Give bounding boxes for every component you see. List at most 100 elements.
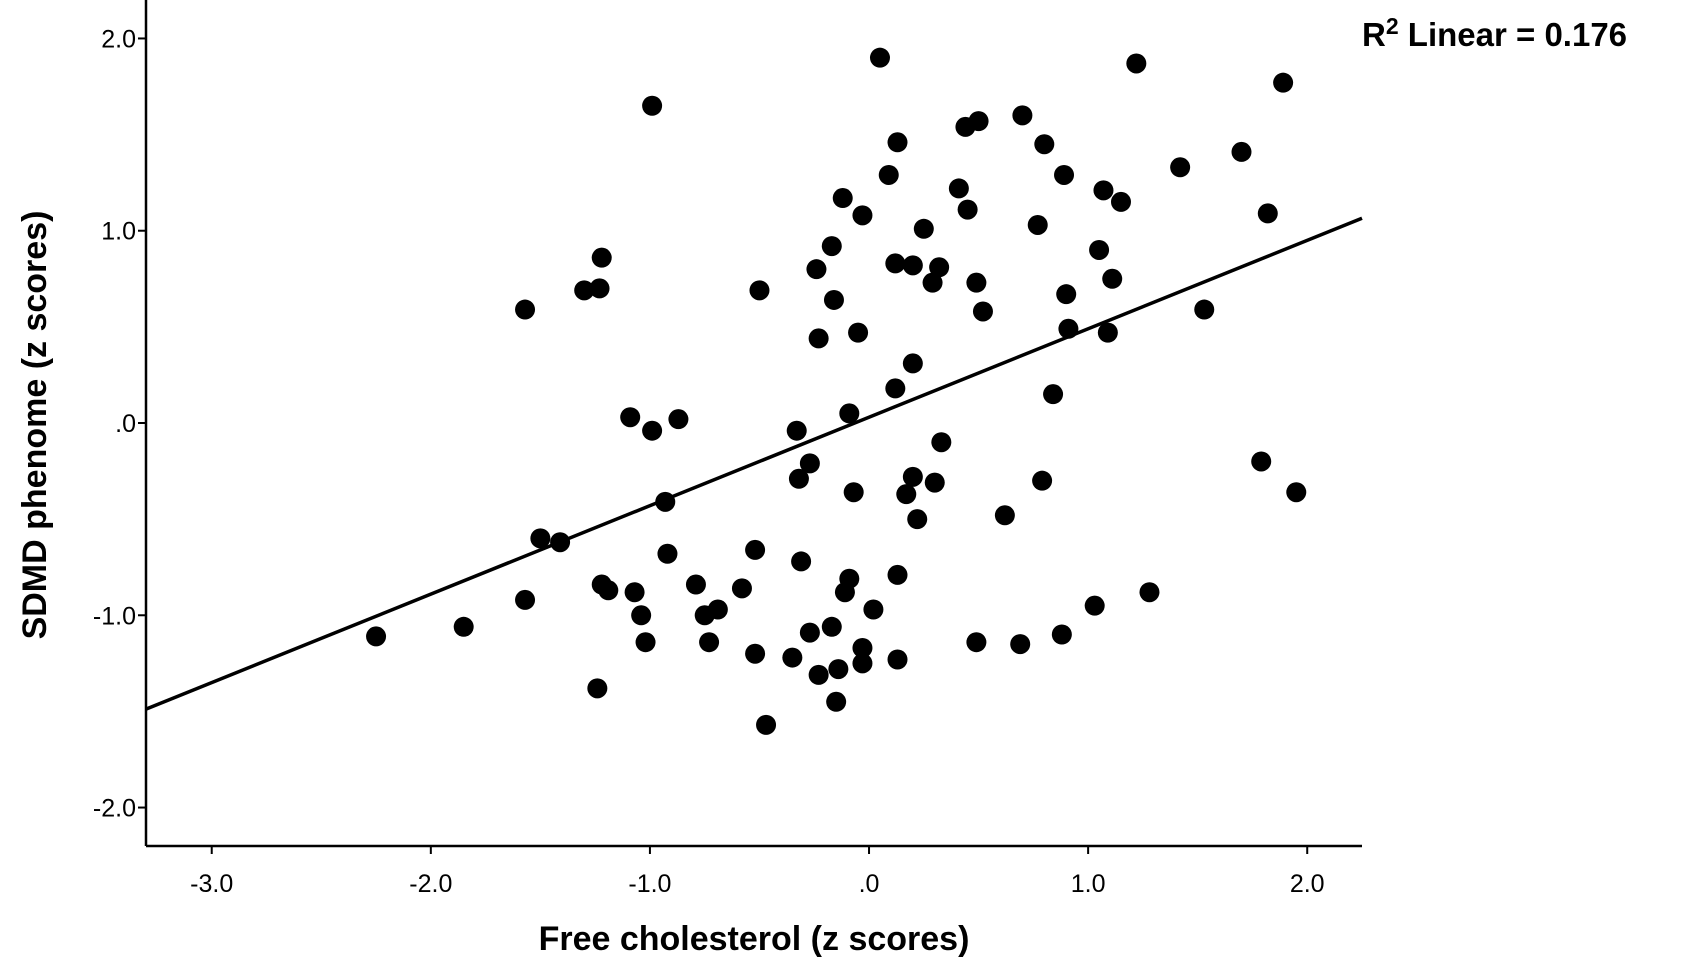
- x-tick-label: 1.0: [1071, 870, 1106, 898]
- data-point: [839, 568, 860, 589]
- data-point: [515, 299, 536, 320]
- data-point: [1170, 157, 1191, 178]
- data-point: [913, 218, 934, 239]
- data-point: [1034, 134, 1055, 155]
- data-point: [806, 259, 827, 280]
- data-point: [902, 255, 923, 276]
- data-point: [826, 691, 847, 712]
- data-point: [885, 378, 906, 399]
- y-tick-label: -2.0: [93, 795, 136, 823]
- data-point: [530, 528, 551, 549]
- data-point: [968, 111, 989, 132]
- data-point: [922, 272, 943, 293]
- data-point: [931, 432, 952, 453]
- data-point: [642, 420, 663, 441]
- data-point: [598, 580, 619, 601]
- data-point: [1056, 284, 1077, 305]
- data-point: [839, 403, 860, 424]
- data-point: [1010, 634, 1031, 655]
- data-point: [699, 632, 720, 653]
- data-point: [924, 472, 945, 493]
- data-point: [902, 466, 923, 487]
- data-point: [1194, 299, 1215, 320]
- data-point: [1027, 214, 1048, 235]
- x-tick-label: -1.0: [628, 870, 671, 898]
- data-point: [587, 678, 608, 699]
- data-point: [635, 632, 656, 653]
- data-point: [1093, 180, 1114, 201]
- data-point: [731, 578, 752, 599]
- data-point: [1051, 624, 1072, 645]
- data-point: [574, 280, 595, 301]
- data-point: [1126, 53, 1147, 74]
- data-point: [657, 543, 678, 564]
- data-point: [869, 47, 890, 68]
- data-point: [823, 289, 844, 310]
- x-tick-label: -2.0: [409, 870, 452, 898]
- data-point: [966, 632, 987, 653]
- data-point: [1139, 582, 1160, 603]
- data-point: [799, 453, 820, 474]
- data-point: [788, 468, 809, 489]
- data-point: [808, 328, 829, 349]
- x-tick-label: .0: [859, 870, 880, 898]
- data-point: [957, 199, 978, 220]
- r2-linear-label: R2 Linear = 0.176: [1362, 13, 1627, 53]
- data-point: [707, 599, 728, 620]
- data-point: [966, 272, 987, 293]
- data-point: [1084, 595, 1105, 616]
- data-point: [821, 236, 842, 257]
- data-point: [756, 714, 777, 735]
- data-point: [655, 491, 676, 512]
- data-point: [843, 482, 864, 503]
- data-point: [929, 257, 950, 278]
- y-tick-label: 1.0: [101, 218, 136, 246]
- data-point: [745, 539, 766, 560]
- axes: [138, 0, 1362, 854]
- data-point: [799, 622, 820, 643]
- data-point: [591, 247, 612, 268]
- data-point: [902, 353, 923, 374]
- data-point: [1257, 203, 1278, 224]
- data-point: [1058, 318, 1079, 339]
- x-tick-label: 2.0: [1290, 870, 1325, 898]
- data-point: [852, 637, 873, 658]
- y-axis-title: SDMD phenome (z scores): [16, 211, 54, 640]
- data-point: [832, 188, 853, 209]
- data-point: [745, 643, 766, 664]
- data-point: [808, 664, 829, 685]
- data-point: [624, 582, 645, 603]
- tick-labels: -3.0 -2.0 -1.0 .0 1.0 2.0 -2.0 -1.0 .0 1.0 2.0: [93, 25, 1325, 898]
- regression-line: [145, 216, 1363, 711]
- data-point: [749, 280, 770, 301]
- data-point: [668, 409, 689, 430]
- data-point: [821, 616, 842, 637]
- data-point: [515, 589, 536, 610]
- data-point: [1251, 451, 1272, 472]
- data-point: [907, 509, 928, 530]
- data-point: [1012, 105, 1033, 126]
- data-point: [631, 605, 652, 626]
- y-tick-label: .0: [115, 410, 136, 438]
- data-point: [453, 616, 474, 637]
- data-point: [863, 599, 884, 620]
- data-point: [972, 301, 993, 322]
- data-point: [896, 484, 917, 505]
- data-point: [782, 647, 803, 668]
- data-point: [1273, 72, 1294, 93]
- data-point: [589, 278, 610, 299]
- data-point: [1110, 191, 1131, 212]
- data-point: [791, 551, 812, 572]
- data-point: [1286, 482, 1307, 503]
- data-point: [1097, 322, 1118, 343]
- x-axis-title: Free cholesterol (z scores): [539, 920, 970, 958]
- data-point: [887, 649, 908, 670]
- x-tick-label: -3.0: [190, 870, 233, 898]
- data-point: [828, 659, 849, 680]
- data-point: [887, 564, 908, 585]
- data-point: [366, 626, 387, 647]
- data-point: [887, 132, 908, 153]
- data-point: [852, 205, 873, 226]
- data-point: [1043, 384, 1064, 405]
